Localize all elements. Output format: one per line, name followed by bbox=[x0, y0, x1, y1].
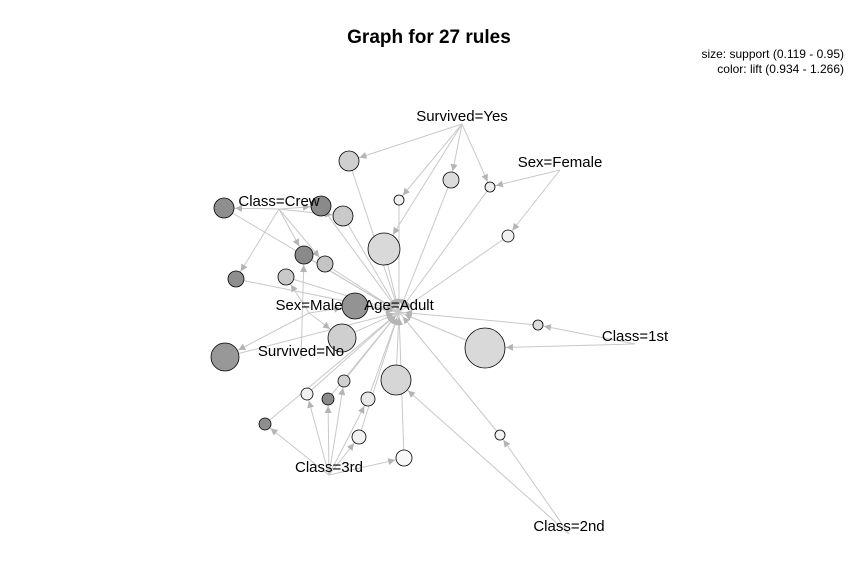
item-label: Class=1st bbox=[602, 328, 669, 345]
item-label: Age=Adult bbox=[364, 297, 434, 314]
edge-item-to-rule bbox=[224, 312, 310, 358]
rule-node bbox=[380, 364, 412, 396]
rule-node bbox=[337, 374, 351, 388]
edge-item-to-rule bbox=[383, 123, 463, 250]
item-label: Sex=Female bbox=[518, 154, 603, 171]
item-labels: Survived=Yes Sex=Female Class=Crew Sex=Male… bbox=[238, 108, 669, 535]
edge-rule-to-consequent bbox=[264, 311, 400, 425]
rule-node bbox=[321, 392, 335, 406]
rule-nodes bbox=[210, 150, 544, 467]
rule-node bbox=[300, 387, 314, 401]
edge-rule-to-consequent bbox=[398, 186, 491, 313]
edge-item-to-rule bbox=[235, 208, 280, 280]
rule-node bbox=[360, 391, 376, 407]
rule-node bbox=[367, 232, 401, 266]
rule-node bbox=[442, 171, 460, 189]
legend: size: support (0.119 - 0.95) color: lift… bbox=[701, 47, 844, 77]
item-label: Class=2nd bbox=[533, 518, 604, 535]
item-label: Class=Crew bbox=[238, 193, 319, 210]
edge-item-to-rule bbox=[461, 123, 491, 188]
edge-rule-to-consequent bbox=[224, 311, 400, 358]
legend-color: color: lift (0.934 - 1.266) bbox=[717, 62, 844, 76]
edge-item-to-rule bbox=[499, 434, 570, 535]
edge-item-to-rule bbox=[398, 123, 463, 201]
edge-item-to-rule bbox=[264, 423, 330, 476]
edge-item-to-rule bbox=[328, 436, 360, 476]
rule-node bbox=[277, 268, 295, 286]
rule-node bbox=[332, 205, 354, 227]
rule-node bbox=[258, 417, 272, 431]
edge-item-to-rule bbox=[507, 169, 561, 237]
rule-node bbox=[227, 270, 245, 288]
edge-item-to-rule bbox=[328, 380, 346, 476]
edge-item-to-rule bbox=[348, 123, 463, 162]
edge-item-to-rule bbox=[328, 398, 369, 476]
edge-item-to-rule bbox=[328, 457, 405, 476]
edge-item-to-rule bbox=[537, 324, 636, 345]
edge-rule-to-consequent bbox=[398, 179, 452, 313]
rule-node bbox=[294, 245, 314, 265]
rule-node bbox=[327, 323, 357, 353]
edge-item-to-rule bbox=[324, 398, 332, 476]
rule-node bbox=[464, 327, 506, 369]
edge-item-to-rule bbox=[306, 393, 330, 476]
rule-node bbox=[501, 229, 515, 243]
item-label: Survived=No bbox=[258, 343, 344, 360]
rule-node bbox=[532, 319, 544, 331]
item-label: Survived=Yes bbox=[416, 108, 508, 125]
edges bbox=[223, 123, 636, 535]
rule-node bbox=[310, 195, 332, 217]
legend-size: size: support (0.119 - 0.95) bbox=[701, 47, 844, 61]
edge-item-to-rule bbox=[450, 123, 463, 181]
edge-item-to-rule bbox=[484, 343, 636, 351]
edge-item-to-rule bbox=[395, 379, 570, 535]
edge-rule-to-consequent bbox=[398, 311, 501, 436]
rule-node bbox=[213, 197, 235, 219]
rule-node bbox=[393, 194, 405, 206]
item-label: Sex=Male bbox=[275, 297, 342, 314]
edge-item-to-rule bbox=[300, 254, 308, 360]
edge-item-to-rule bbox=[489, 169, 561, 188]
rule-node bbox=[484, 181, 496, 193]
edge-item-to-rule bbox=[278, 208, 326, 265]
item-label: Class=3rd bbox=[295, 459, 363, 476]
rule-node bbox=[341, 292, 369, 320]
rule-node bbox=[210, 342, 240, 372]
rule-node bbox=[351, 429, 367, 445]
chart-title: Graph for 27 rules bbox=[347, 27, 511, 48]
rule-node bbox=[316, 255, 334, 273]
rule-node bbox=[494, 429, 506, 441]
edge-rule-to-consequent bbox=[398, 235, 509, 313]
rule-node bbox=[338, 150, 360, 172]
rule-node bbox=[395, 449, 413, 467]
